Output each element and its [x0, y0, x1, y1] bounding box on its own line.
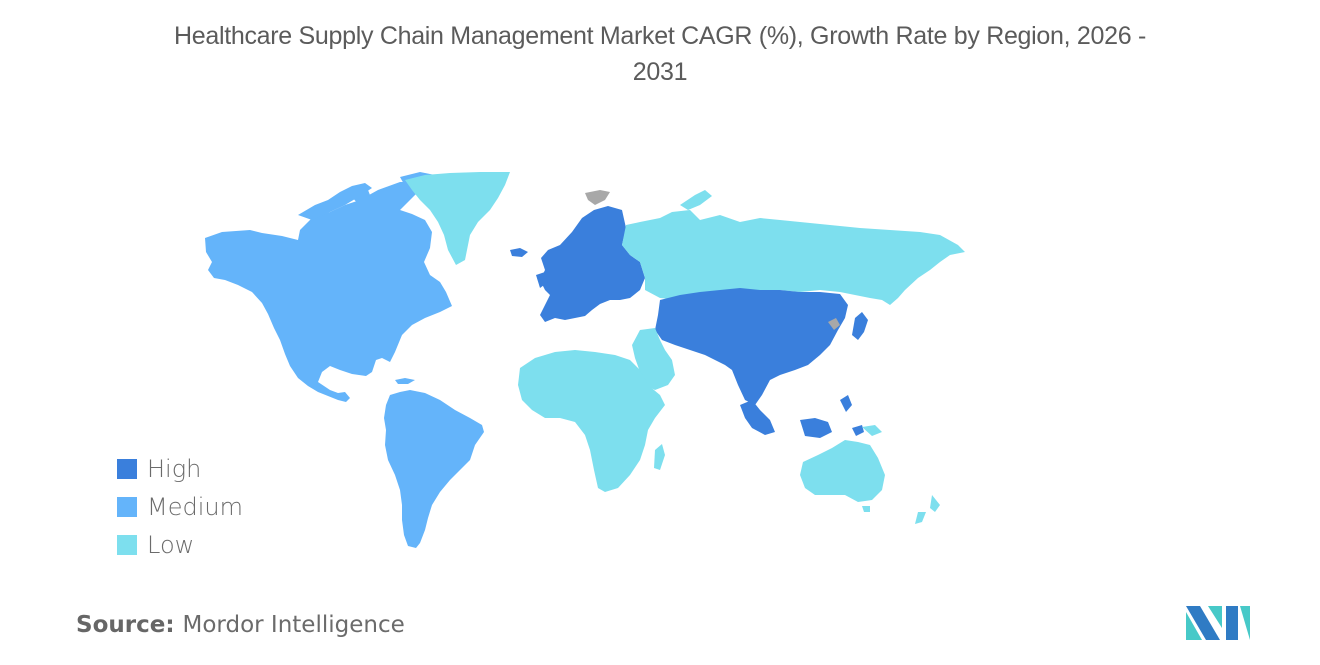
region-middle-east [632, 328, 675, 390]
region-asia [655, 288, 868, 438]
region-europe [510, 206, 645, 322]
region-russia [622, 190, 965, 305]
chart-title: Healthcare Supply Chain Management Marke… [0, 18, 1320, 90]
region-north-korea [828, 318, 840, 330]
legend-swatch-medium [117, 497, 137, 517]
legend-label: Low [147, 531, 195, 559]
region-africa [518, 350, 665, 492]
region-north-america [205, 172, 452, 402]
legend-label: Medium [147, 493, 243, 521]
legend-label: High [147, 455, 202, 483]
source-label: Source: [76, 612, 175, 638]
mordor-intelligence-logo-icon [1186, 606, 1250, 640]
chart-title-line2: 2031 [632, 58, 688, 86]
legend-item-high: High [117, 450, 243, 488]
region-south-america [384, 390, 484, 548]
legend-swatch-low [117, 535, 137, 555]
source-line: Source: Mordor Intelligence [76, 612, 405, 638]
region-oceania [800, 425, 940, 524]
legend-swatch-high [117, 459, 137, 479]
region-greenland [405, 172, 510, 265]
source-value: Mordor Intelligence [182, 612, 405, 638]
legend-item-medium: Medium [117, 488, 243, 526]
chart-title-line1: Healthcare Supply Chain Management Marke… [174, 22, 1146, 50]
legend: High Medium Low [117, 450, 243, 564]
region-svalbard [585, 190, 610, 205]
legend-item-low: Low [117, 526, 243, 564]
